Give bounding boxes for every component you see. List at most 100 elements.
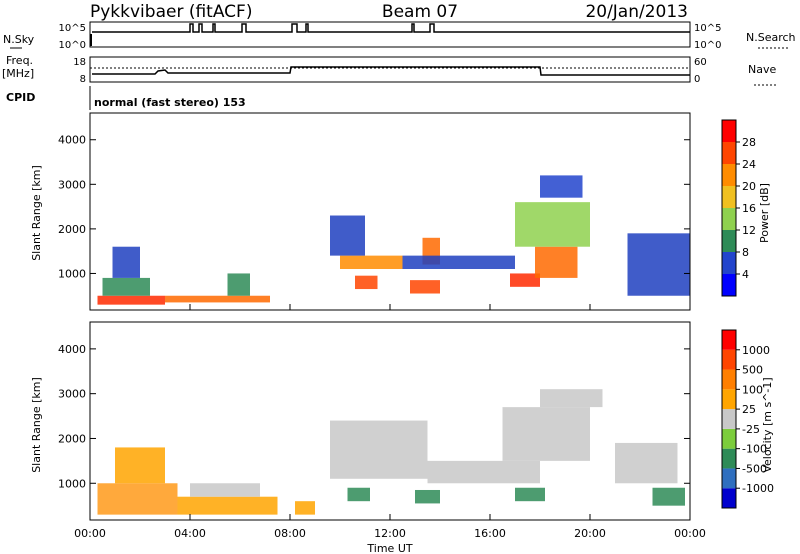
power-scatter-region-4 bbox=[227, 273, 250, 296]
velocity-colorbar-swatch-0 bbox=[722, 488, 736, 508]
nsky-label: N.Sky bbox=[3, 33, 35, 46]
power-colorbar-swatch-5 bbox=[722, 164, 736, 186]
nsearch-tick-bottom: 10^0 bbox=[694, 40, 721, 51]
power-scatter-region-7 bbox=[355, 275, 378, 290]
power-ytick-label-0: 4000 bbox=[58, 134, 86, 147]
power-scatter-region-0 bbox=[97, 295, 165, 305]
power-scatter-region-14 bbox=[540, 175, 583, 198]
nsky-tick-top: 10^5 bbox=[59, 23, 86, 34]
power-colorbar-swatch-6 bbox=[722, 142, 736, 164]
velocity-scatter-region-7 bbox=[415, 489, 440, 504]
power-colorbar-tick-label-1: 24 bbox=[742, 158, 756, 171]
nsearch-tick-top: 10^5 bbox=[694, 23, 721, 34]
velocity-ylabel: Slant Range [km] bbox=[30, 377, 43, 473]
nsky-trace bbox=[92, 23, 690, 33]
power-ytick-label-1: 3000 bbox=[58, 178, 86, 191]
velocity-colorbar-tick-label-3: 25 bbox=[742, 403, 756, 416]
power-scatter-region-11 bbox=[510, 273, 540, 287]
power-colorbar-swatch-7 bbox=[722, 120, 736, 142]
power-scatter-region-6 bbox=[330, 215, 365, 256]
xtick-label-0: 00:00 bbox=[74, 527, 106, 540]
power-ylabel: Slant Range [km] bbox=[30, 165, 43, 261]
power-ytick-label-3: 1000 bbox=[58, 267, 86, 280]
velocity-colorbar-swatch-2 bbox=[722, 448, 736, 469]
velocity-colorbar: 1000 500 100 25 -25 -100 -500 -1000 bbox=[721, 329, 774, 509]
velocity-colorbar-swatch-1 bbox=[722, 468, 736, 489]
freq-label: Freq. bbox=[6, 54, 33, 67]
velocity-colorbar-swatch-7 bbox=[722, 349, 736, 370]
freq-tick-top: 18 bbox=[73, 57, 86, 68]
power-ytick-label-2: 2000 bbox=[58, 223, 86, 236]
velocity-scatter-region-6 bbox=[347, 487, 370, 502]
power-scatter-region-1 bbox=[102, 277, 150, 296]
velocity-panel: 4000 3000 2000 1000 bbox=[58, 321, 691, 521]
power-colorbar-tick-label-2: 20 bbox=[742, 180, 756, 193]
power-scatter-region-8 bbox=[410, 280, 440, 294]
power-scatter-region-12 bbox=[535, 246, 578, 278]
time-axis: 00:00 04:00 08:00 12:00 16:00 20:00 00:00 bbox=[74, 527, 706, 540]
power-colorbar-tick-label-5: 8 bbox=[742, 246, 749, 259]
beam-title: Beam 07 bbox=[382, 2, 458, 22]
power-colorbar-swatch-4 bbox=[722, 186, 736, 208]
power-scatter-region-5 bbox=[340, 255, 403, 269]
velocity-colorbar-swatch-4 bbox=[722, 409, 736, 429]
power-scatter-region-3 bbox=[165, 295, 270, 303]
velocity-colorbar-tick-label-6: -500 bbox=[742, 462, 767, 475]
xtick-label-5: 20:00 bbox=[574, 527, 606, 540]
freq-unit: [MHz] bbox=[2, 67, 34, 80]
velocity-colorbar-tick-label-1: 500 bbox=[742, 364, 763, 377]
power-scatter-region-10 bbox=[402, 255, 515, 269]
velocity-scatter-region-4 bbox=[295, 501, 315, 515]
velocity-ytick-label-2: 2000 bbox=[58, 432, 86, 445]
velocity-colorbar-tick-label-5: -100 bbox=[742, 443, 767, 456]
velocity-colorbar-frame bbox=[721, 329, 737, 509]
power-scatter-region-15 bbox=[627, 233, 690, 296]
velocity-scatter-region-11 bbox=[540, 389, 603, 408]
power-colorbar-swatch-0 bbox=[722, 274, 736, 296]
date-title: 20/Jan/2013 bbox=[585, 2, 688, 22]
velocity-scatter-region-1 bbox=[115, 447, 165, 484]
velocity-ytick-label-1: 3000 bbox=[58, 388, 86, 401]
velocity-colorbar-label: Velocity [m s^-1] bbox=[761, 377, 774, 472]
velocity-scatter-region-12 bbox=[615, 442, 678, 484]
freq-tick-bottom: 8 bbox=[80, 74, 86, 85]
power-frame bbox=[89, 112, 691, 311]
nsky-frame bbox=[89, 21, 691, 48]
xtick-label-1: 04:00 bbox=[174, 527, 206, 540]
power-colorbar: 28 24 20 16 12 8 4 bbox=[721, 119, 756, 297]
velocity-ytick-label-0: 4000 bbox=[58, 343, 86, 356]
power-colorbar-swatch-1 bbox=[722, 252, 736, 274]
cpid-strip: CPID normal (fast stereo) 153 bbox=[6, 86, 246, 110]
nsky-strip: N.Sky 10^5 10^0 10^5 10^0 N.Search bbox=[3, 21, 796, 51]
xlabel: Time UT bbox=[366, 542, 412, 554]
velocity-colorbar-tick-label-4: -25 bbox=[742, 423, 760, 436]
velocity-colorbar-tick-label-0: 1000 bbox=[742, 344, 770, 357]
power-colorbar-tick-label-6: 4 bbox=[742, 268, 749, 281]
cpid-label: CPID bbox=[6, 91, 35, 104]
power-scatter-region-13 bbox=[515, 202, 590, 247]
velocity-scatter-region-2 bbox=[177, 496, 278, 515]
power-scatter-region-2 bbox=[112, 246, 140, 278]
xtick-label-3: 12:00 bbox=[374, 527, 406, 540]
velocity-colorbar-swatch-5 bbox=[722, 389, 736, 410]
velocity-colorbar-swatch-8 bbox=[722, 330, 736, 350]
power-panel: 4000 3000 2000 1000 bbox=[58, 112, 691, 311]
power-colorbar-swatch-3 bbox=[722, 208, 736, 230]
velocity-scatter-region-8 bbox=[427, 460, 540, 484]
velocity-colorbar-tick-label-2: 100 bbox=[742, 383, 763, 396]
freq-strip: Freq. [MHz] 18 8 60 0 Nave bbox=[2, 54, 776, 86]
velocity-scatter-region-9 bbox=[502, 407, 590, 461]
power-colorbar-tick-label-0: 28 bbox=[742, 136, 756, 149]
nave-label: Nave bbox=[748, 63, 776, 76]
velocity-scatter-region-13 bbox=[652, 487, 685, 506]
freq-trace bbox=[92, 66, 690, 76]
nave-tick-bottom: 0 bbox=[694, 74, 700, 85]
velocity-colorbar-swatch-6 bbox=[722, 369, 736, 390]
velocity-colorbar-tick-label-7: -1000 bbox=[742, 482, 774, 495]
velocity-colorbar-swatch-3 bbox=[722, 428, 736, 449]
power-colorbar-label: Power [dB] bbox=[758, 183, 771, 243]
xtick-label-2: 08:00 bbox=[274, 527, 306, 540]
power-colorbar-tick-label-3: 16 bbox=[742, 202, 756, 215]
nsearch-label: N.Search bbox=[746, 31, 796, 44]
